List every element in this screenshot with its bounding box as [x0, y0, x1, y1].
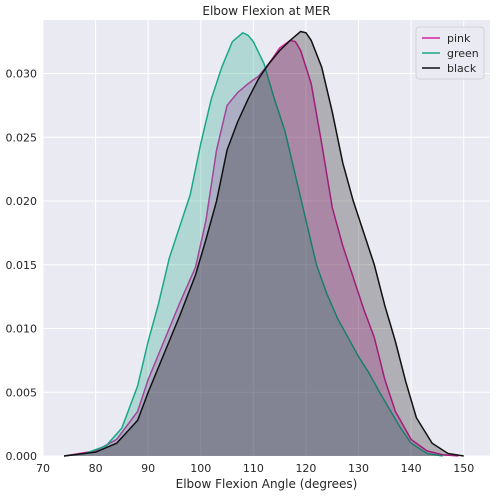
y-tick-label: 0.010 — [6, 323, 38, 336]
x-tick-label: 140 — [401, 462, 422, 475]
x-tick-label: 120 — [295, 462, 316, 475]
y-tick-label: 0.025 — [6, 131, 38, 144]
chart-title: Elbow Flexion at MER — [202, 4, 330, 18]
series-area-pink — [64, 40, 459, 457]
tick-layer: 70 80 90 100 110 120 130 140 150 0.000 0.005 0.010 0… — [6, 68, 475, 475]
series-area-green — [64, 32, 443, 456]
y-tick-label: 0.000 — [6, 450, 38, 463]
x-tick-label: 80 — [89, 462, 103, 475]
series-area-black — [64, 31, 464, 456]
x-axis-label: Elbow Flexion Angle (degrees) — [176, 477, 358, 491]
legend-box — [415, 26, 485, 80]
legend: pink green black — [415, 26, 485, 80]
legend-label-black: black — [447, 62, 477, 75]
y-tick-label: 0.030 — [6, 68, 38, 81]
x-tick-label: 70 — [36, 462, 50, 475]
grid-layer — [42, 20, 490, 457]
y-tick-label: 0.015 — [6, 259, 38, 272]
series-line-pink — [63, 39, 459, 457]
plot-background — [43, 20, 490, 456]
x-tick-label: 100 — [190, 462, 211, 475]
x-tick-label: 90 — [141, 462, 155, 475]
x-tick-label: 130 — [348, 462, 369, 475]
legend-label-green: green — [447, 47, 479, 60]
x-tick-label: 110 — [243, 462, 264, 475]
y-tick-label: 0.005 — [6, 386, 38, 399]
series-line-green — [63, 31, 443, 457]
series-layer — [63, 30, 464, 457]
series-line-black — [63, 30, 464, 457]
legend-label-pink: pink — [447, 32, 471, 45]
x-tick-label: 150 — [453, 462, 474, 475]
y-tick-label: 0.020 — [6, 195, 38, 208]
